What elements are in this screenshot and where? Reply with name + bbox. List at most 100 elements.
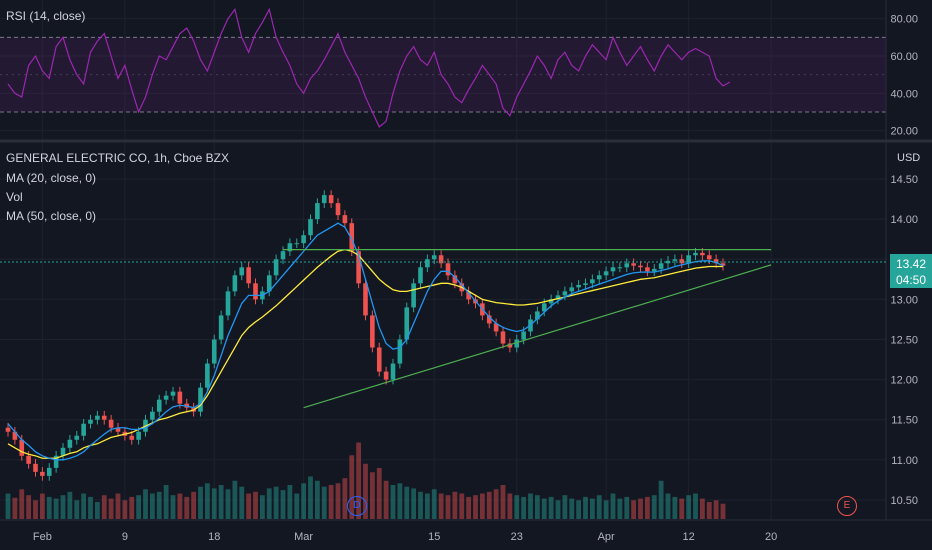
volume-bar	[369, 472, 375, 519]
candle-body	[404, 307, 410, 340]
volume-bar	[411, 488, 417, 519]
candle-body	[150, 411, 155, 420]
volume-bar	[33, 500, 38, 519]
candle-body	[156, 399, 162, 412]
volume-bar	[383, 480, 389, 519]
rsi-tick-label: 80.00	[890, 14, 918, 26]
candle-body	[686, 255, 691, 264]
volume-bar	[418, 491, 423, 519]
volume-bar	[204, 483, 210, 519]
volume-bar	[665, 493, 671, 519]
last-price-badge: 13.42 04:50	[890, 254, 932, 288]
volume-bar	[321, 486, 327, 519]
volume-bar	[301, 483, 307, 519]
candle-body	[280, 251, 286, 260]
candle-body	[383, 371, 389, 380]
volume-bar	[136, 495, 142, 519]
volume-bar	[459, 493, 465, 519]
volume-bar	[610, 493, 616, 519]
volume-bar	[314, 480, 320, 519]
candle-body	[376, 347, 382, 372]
candle-body	[590, 279, 595, 284]
rsi-price-scale[interactable]: 80.00 60.00 40.00 20.00	[890, 14, 918, 138]
bar-countdown: 04:50	[895, 273, 927, 287]
candle-body	[349, 223, 355, 252]
candle-body	[273, 259, 279, 276]
volume-bar	[108, 498, 114, 519]
volume-bar	[94, 502, 100, 519]
candle-body	[693, 252, 698, 256]
ma50-line	[7, 248, 723, 459]
trendline-support[interactable]	[303, 264, 772, 409]
candle-body	[266, 275, 272, 292]
price-tick-label: 11.50	[891, 415, 918, 427]
candle-body	[301, 235, 306, 244]
rsi-panel[interactable]	[0, 7, 886, 128]
rsi-tick-label: 60.00	[890, 51, 918, 63]
ma20-legend[interactable]: MA (20, close, 0)	[6, 171, 97, 185]
volume-bar	[225, 489, 231, 519]
volume-bar	[473, 495, 478, 519]
candle-body	[232, 275, 238, 292]
time-tick-label: 20	[765, 531, 777, 543]
price-tick-label: 13.00	[890, 294, 918, 306]
symbol-legend[interactable]: GENERAL ELECTRIC CO, 1h, Cboe BZX	[6, 151, 229, 165]
volume-bar	[500, 485, 506, 519]
trendlines[interactable]	[283, 249, 772, 409]
time-tick-label: 18	[208, 531, 220, 543]
candle-body	[638, 265, 643, 268]
volume-bar	[211, 488, 217, 519]
volume-bar	[528, 493, 533, 519]
volume-bar	[706, 502, 712, 519]
volume-bar	[335, 483, 341, 519]
candle-body	[108, 419, 114, 428]
candle-body	[555, 295, 561, 300]
candle-body	[40, 471, 45, 476]
volume-legend[interactable]: Vol	[6, 190, 23, 204]
volume-bar	[548, 496, 554, 519]
candle-body	[521, 331, 526, 340]
candle-body	[177, 391, 183, 404]
volume-bar	[390, 485, 396, 519]
time-scale[interactable]: Feb 9 18 Mar 15 23 Apr 12 20	[33, 531, 777, 543]
candle-body	[445, 263, 451, 276]
time-tick-label: Feb	[33, 531, 52, 543]
volume-bar	[349, 455, 355, 519]
volume-bar	[424, 493, 430, 519]
candle-body	[425, 259, 430, 268]
volume-bar	[686, 495, 692, 519]
candle-body	[514, 339, 520, 348]
volume-bar	[266, 488, 272, 519]
volume-bar	[74, 500, 80, 519]
last-price-value: 13.42	[895, 257, 927, 271]
volume-bar	[198, 486, 203, 519]
candle-body	[548, 299, 554, 304]
dividend-event-icon[interactable]: D	[347, 496, 367, 516]
volume-bar	[603, 500, 609, 519]
volume-bar	[397, 483, 403, 519]
candle-body	[328, 195, 334, 204]
volume-bar	[67, 491, 73, 519]
candle-body	[596, 275, 602, 280]
volume-bar	[631, 500, 637, 519]
candle-body	[198, 387, 203, 412]
ma50-legend[interactable]: MA (50, close, 0)	[6, 209, 97, 223]
volume-bar	[39, 493, 45, 519]
rsi-legend[interactable]: RSI (14, close)	[6, 9, 86, 23]
volume-bar	[191, 491, 197, 519]
price-tick-label: 11.00	[891, 455, 918, 467]
price-scale[interactable]: 14.5014.0013.5013.0012.5012.0011.5011.00…	[890, 174, 918, 507]
volume-bar	[404, 486, 410, 519]
earnings-event-icon[interactable]: E	[837, 496, 857, 516]
candle-body	[390, 363, 396, 380]
candle-body	[576, 284, 581, 288]
rsi-line	[7, 7, 731, 128]
price-tick-label: 12.50	[890, 334, 918, 346]
currency-label[interactable]: USD	[897, 152, 921, 164]
candle-body	[679, 259, 685, 264]
candle-body	[452, 275, 458, 284]
candle-body	[19, 439, 25, 456]
candle-body	[700, 252, 705, 256]
volume-bar	[589, 498, 595, 519]
